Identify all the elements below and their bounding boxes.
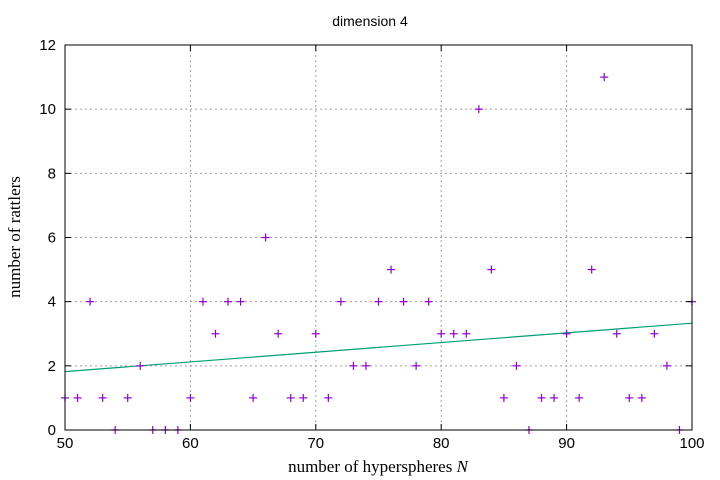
data-point <box>86 297 95 306</box>
data-point <box>387 265 396 274</box>
data-point <box>662 361 671 370</box>
data-point <box>361 361 370 370</box>
chart-title: dimension 4 <box>332 13 408 29</box>
y-tick-label: 6 <box>48 230 56 247</box>
x-tick-label: 100 <box>679 435 704 452</box>
fit-line <box>64 322 693 373</box>
data-point <box>499 393 508 402</box>
x-axis-label-text: number of hyperspheres <box>288 457 452 476</box>
data-point <box>650 329 659 338</box>
data-point <box>637 393 646 402</box>
data-point <box>236 297 245 306</box>
x-tick-label: 60 <box>182 435 199 452</box>
data-point <box>512 361 521 370</box>
data-point <box>186 393 195 402</box>
data-point <box>487 265 496 274</box>
data-point <box>562 329 571 338</box>
x-axis-label: number of hyperspheres N <box>288 457 470 476</box>
y-tick-label: 2 <box>48 358 56 375</box>
data-point <box>286 393 295 402</box>
y-tick-label: 8 <box>48 165 56 182</box>
data-point <box>449 329 458 338</box>
x-tick-label: 70 <box>307 435 324 452</box>
data-point <box>311 329 320 338</box>
data-point <box>612 329 621 338</box>
data-point <box>399 297 408 306</box>
data-point <box>462 329 471 338</box>
y-tick-label: 10 <box>39 101 56 118</box>
data-point <box>424 297 433 306</box>
data-point <box>136 361 145 370</box>
y-axis: 0 2 4 6 8 10 12 <box>39 37 692 439</box>
data-point <box>224 297 233 306</box>
data-point <box>537 393 546 402</box>
x-axis-label-variable: N <box>456 457 470 476</box>
x-tick-label: 50 <box>57 435 74 452</box>
y-tick-label: 12 <box>39 37 56 54</box>
data-point <box>211 329 220 338</box>
data-point <box>336 297 345 306</box>
x-axis: 50 60 70 80 90 100 <box>57 45 705 452</box>
data-point <box>249 393 258 402</box>
data-point <box>349 361 358 370</box>
data-points <box>61 73 696 434</box>
data-point <box>437 329 446 338</box>
data-point <box>73 393 82 402</box>
fit-line-layer <box>64 322 693 373</box>
data-point <box>600 73 609 82</box>
data-point <box>374 297 383 306</box>
data-point <box>261 233 270 242</box>
data-point <box>123 393 132 402</box>
data-point <box>587 265 596 274</box>
data-point <box>299 393 308 402</box>
data-point <box>412 361 421 370</box>
data-point <box>274 329 283 338</box>
data-point <box>324 393 333 402</box>
x-tick-label: 80 <box>433 435 450 452</box>
y-tick-label: 0 <box>48 422 56 439</box>
y-axis-label: number of rattlers <box>5 176 24 298</box>
x-tick-label: 90 <box>558 435 575 452</box>
grid <box>65 45 692 430</box>
plot-frame <box>64 44 693 431</box>
data-point <box>550 393 559 402</box>
data-point <box>474 105 483 114</box>
data-point <box>198 297 207 306</box>
data-point <box>575 393 584 402</box>
y-tick-label: 4 <box>48 294 56 311</box>
data-point <box>625 393 634 402</box>
data-point <box>98 393 107 402</box>
